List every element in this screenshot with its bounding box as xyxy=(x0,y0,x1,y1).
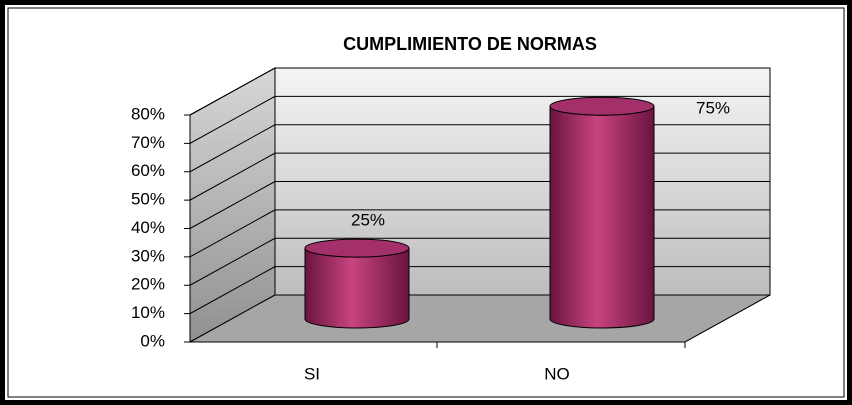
value-label: 25% xyxy=(351,211,385,230)
y-tick-label: 70% xyxy=(131,133,165,152)
grid-line xyxy=(189,67,276,116)
grid-line xyxy=(189,181,276,229)
y-tick-label: 20% xyxy=(131,275,165,294)
x-tick-label: SI xyxy=(304,364,320,383)
inner-border xyxy=(7,7,845,398)
bar-body xyxy=(549,106,655,329)
chart-title: CUMPLIMIENTO DE NORMAS xyxy=(343,34,597,54)
grid-line xyxy=(189,237,276,286)
bar-top xyxy=(549,96,655,116)
grid-line xyxy=(189,209,276,258)
bar-top xyxy=(304,238,410,258)
grid-line xyxy=(189,124,276,173)
bar-body xyxy=(304,247,410,329)
y-tick-label: 10% xyxy=(131,303,165,322)
x-tick-label: NO xyxy=(544,364,570,383)
grid-line xyxy=(189,95,276,144)
value-label: 75% xyxy=(696,99,730,118)
grid-line xyxy=(189,266,276,315)
bar xyxy=(549,96,655,329)
y-tick-label: 0% xyxy=(140,331,165,350)
floor xyxy=(189,294,771,343)
grid-line xyxy=(189,152,276,201)
y-tick-label: 60% xyxy=(131,161,165,180)
y-tick-label: 50% xyxy=(131,190,165,209)
y-tick-label: 30% xyxy=(131,246,165,265)
bar xyxy=(304,238,410,329)
y-tick-label: 80% xyxy=(131,104,165,123)
y-tick-label: 40% xyxy=(131,218,165,237)
